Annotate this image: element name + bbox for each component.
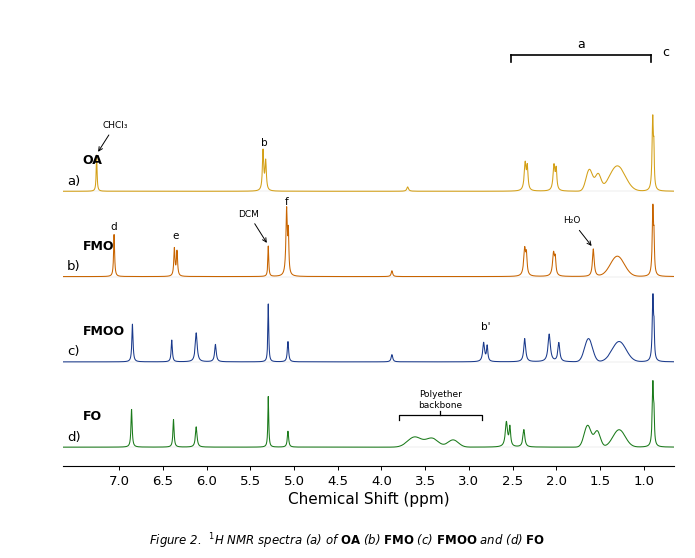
Text: a): a): [67, 175, 80, 188]
Text: Polyether
backbone: Polyether backbone: [418, 390, 462, 410]
Text: b): b): [67, 260, 81, 273]
Text: c): c): [67, 345, 79, 358]
Text: a: a: [577, 39, 584, 51]
Text: b: b: [261, 138, 268, 148]
Text: FMOO: FMOO: [83, 325, 125, 338]
Text: FO: FO: [83, 410, 101, 424]
Text: c: c: [662, 46, 669, 59]
Text: FMO: FMO: [83, 240, 114, 253]
Text: H₂O: H₂O: [563, 217, 591, 245]
Text: DCM: DCM: [238, 210, 266, 242]
Text: e: e: [172, 231, 179, 240]
Text: OA: OA: [83, 155, 103, 167]
Text: CHCl₃: CHCl₃: [99, 121, 128, 151]
X-axis label: Chemical Shift (ppm): Chemical Shift (ppm): [288, 492, 449, 507]
Text: d): d): [67, 431, 81, 444]
Text: Figure 2.  $^1$H NMR spectra (a) of $\mathbf{OA}$ (b) $\mathbf{FMO}$ (c) $\mathb: Figure 2. $^1$H NMR spectra (a) of $\mat…: [149, 532, 546, 551]
Text: f: f: [285, 198, 289, 208]
Text: b': b': [481, 322, 490, 332]
Text: d: d: [111, 222, 117, 232]
